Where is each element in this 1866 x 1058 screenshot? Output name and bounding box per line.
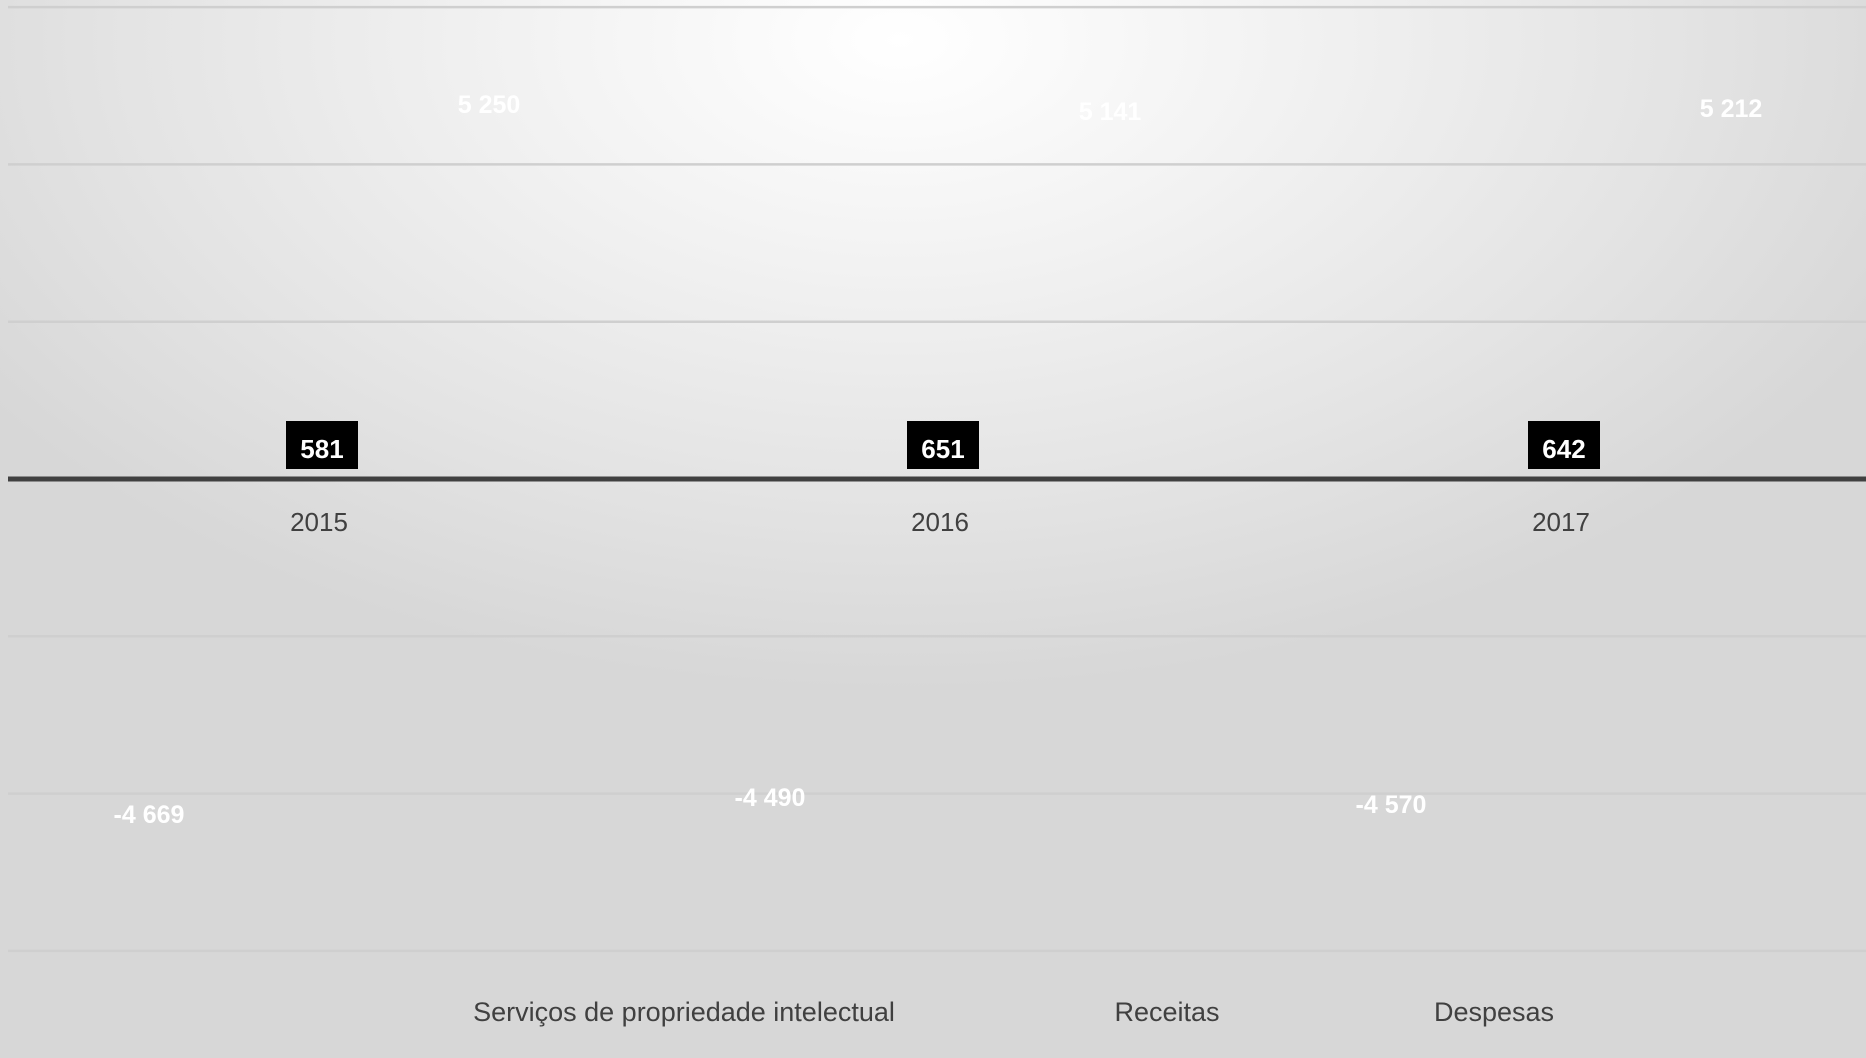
despesas-value-label: -4 490 (735, 784, 806, 812)
category-label-2015: 2015 (290, 507, 348, 537)
net-value-box (286, 421, 358, 469)
receitas-value-label: 5 212 (1700, 95, 1763, 123)
receitas-value-label: 5 141 (1079, 98, 1142, 126)
net-value-label: 642 (1542, 434, 1585, 464)
net-value-label: 651 (921, 434, 964, 464)
legend-entry-2: Receitas (1114, 997, 1219, 1027)
despesas-value-label: -4 570 (1356, 791, 1427, 819)
legend-entry-3: Despesas (1434, 997, 1554, 1027)
net-value-box (907, 421, 979, 469)
net-value-box (1528, 421, 1600, 469)
category-label-2017: 2017 (1532, 507, 1590, 537)
receitas-value-label: 5 250 (458, 91, 521, 119)
legend-entry-1: Serviços de propriedade intelectual (473, 997, 895, 1027)
net-value-label: 581 (300, 434, 343, 464)
category-label-2016: 2016 (911, 507, 969, 537)
despesas-value-label: -4 669 (114, 801, 185, 829)
